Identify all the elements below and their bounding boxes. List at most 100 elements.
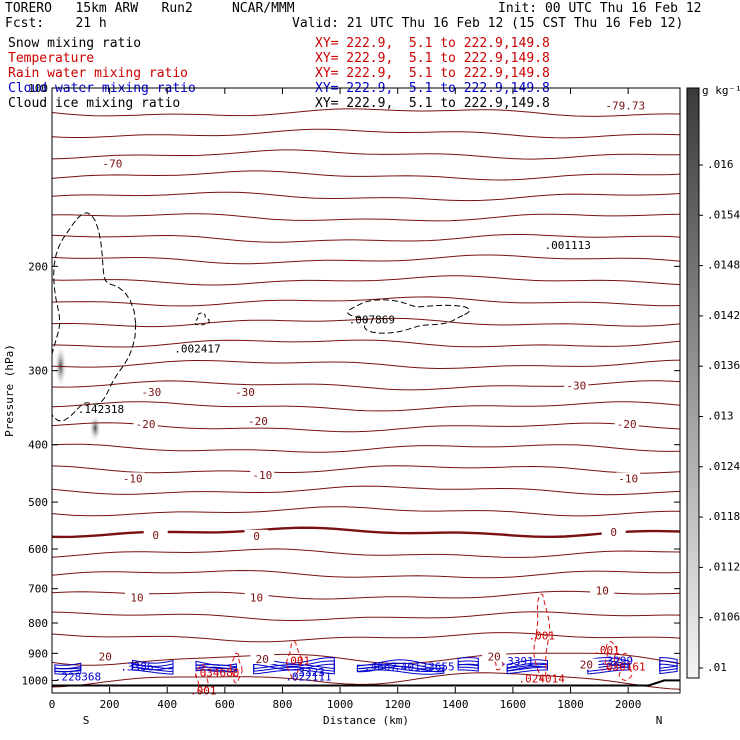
y-tick-label: 400 (28, 439, 48, 452)
cloud-water-contour (253, 657, 335, 675)
isotherm (52, 401, 680, 412)
cloud-water-contour (659, 657, 678, 674)
y-tick-label: 300 (28, 365, 48, 378)
max-value-label: .3655 (421, 661, 454, 674)
isotherm-label-bg (139, 386, 164, 398)
isotherm (52, 339, 680, 348)
x-tick-label: 1200 (384, 698, 411, 711)
y-tick-label: 600 (28, 543, 48, 556)
cloud-water-contour (457, 660, 479, 669)
cloud-ice-contour (194, 312, 210, 326)
isotherm-label: -20 (617, 418, 637, 431)
max-value-label: .3391 (501, 655, 534, 668)
isotherm (52, 611, 680, 622)
isotherm-label: -20 (136, 418, 156, 431)
isotherm-label-bg (590, 584, 615, 596)
colorbar-tick-label: .0124 (707, 460, 740, 473)
y-tick-label: 900 (28, 647, 48, 660)
x-tick-label: 600 (215, 698, 235, 711)
isotherm-label-bg (93, 650, 118, 662)
cloud-water-contour (356, 663, 445, 673)
rain-contour (618, 652, 633, 681)
cloud-water-contour (587, 663, 629, 670)
cloud-water-contour (132, 664, 174, 671)
max-value-label: .001 (528, 630, 555, 643)
isotherm-label: 20 (488, 651, 501, 664)
max-value-label: .4667 (364, 661, 397, 674)
max-value-label: .001113 (544, 239, 590, 252)
isotherm-label-bg (133, 417, 158, 429)
isotherm-label-bg (245, 415, 270, 427)
field-snow-label: Snow mixing ratio (8, 36, 142, 51)
isotherm-label: -30 (141, 386, 161, 399)
plot-frame (51, 87, 681, 694)
isotherm-label: -10 (123, 472, 143, 485)
x-tick-label: 200 (100, 698, 120, 711)
north-label: N (656, 714, 663, 727)
isotherm-label-bg (250, 652, 275, 664)
field-temperature-label: Temperature (8, 51, 95, 66)
isotherm-label: 0 (610, 526, 617, 539)
cloud-water-contour (659, 663, 678, 669)
isotherm-label: -79.73 (605, 99, 645, 112)
colorbar-tick-label: .0136 (707, 359, 740, 372)
isotherm (52, 254, 680, 265)
colorbar-unit: g kg⁻¹ (702, 84, 740, 97)
isotherm-label-bg (601, 526, 626, 538)
cloud-water-contour (587, 657, 629, 675)
max-value-label: .024014 (519, 672, 566, 685)
rain-contours (195, 593, 633, 693)
isotherm-label-bg (244, 529, 269, 541)
isotherm-label: 20 (99, 651, 112, 664)
isotherm (52, 506, 680, 517)
colorbar-tick-label: .0142 (707, 309, 740, 322)
rain-contour (195, 663, 209, 693)
isotherm-label: -70 (103, 157, 123, 170)
x-tick-label: 2000 (615, 698, 642, 711)
isotherm-label-bg (564, 379, 589, 391)
cloud-water-contour (659, 660, 678, 672)
isotherm-label-bg (233, 386, 258, 398)
isotherm-label: -20 (248, 415, 268, 428)
colorbar-tick-label: .01 (707, 661, 727, 674)
cloud-water-contour (457, 657, 479, 672)
isotherm (52, 128, 680, 139)
field-rain-label: Rain water mixing ratio (8, 66, 189, 81)
y-tick-label: 700 (28, 583, 48, 596)
cloud-water-contour (506, 664, 548, 672)
init-time: Init: 00 UTC Thu 16 Feb 12 (498, 1, 702, 16)
cloud-ice-contour (347, 299, 471, 334)
x-tick-label: 1600 (500, 698, 527, 711)
cloud-water-contour (253, 663, 335, 671)
isotherm-label: -10 (252, 469, 272, 482)
isotherm-label: -30 (566, 380, 586, 393)
colorbar: g kg⁻¹ .016 .0154 .0148 .0142 .0136 .013 .0124.… (686, 84, 740, 679)
cloud-water-contours (54, 657, 678, 675)
isotherm-label-bg (613, 99, 638, 111)
isotherm (52, 443, 680, 453)
isotherm-label: -10 (618, 472, 638, 485)
colorbar-tick-label: .0106 (707, 611, 740, 624)
rain-contour (286, 641, 302, 681)
isotherm-label: 0 (152, 529, 159, 542)
field-snow-xy: XY= 222.9, 5.1 to 222.9,149.8 (315, 36, 550, 51)
forecast-hour: Fcst: 21 h (5, 16, 107, 31)
isotherm (52, 234, 680, 243)
valid-time: Valid: 21 UTC Thu 16 Feb 12 (15 CST Thu … (292, 16, 684, 31)
cloud-water-contour (54, 662, 82, 675)
isotherm-label-bg (616, 472, 641, 484)
max-value-label: .034680 (193, 667, 239, 680)
rain-contour (533, 593, 551, 680)
y-tick-label: 800 (28, 617, 48, 630)
isotherm-label-bg (574, 658, 599, 670)
isotherm (52, 465, 680, 474)
isotherm-label: 10 (596, 585, 609, 598)
max-value-label: .001 (593, 644, 620, 657)
snow-shading (54, 344, 102, 443)
isotherm-label-bg (124, 591, 149, 603)
field-rain-xy: XY= 222.9, 5.1 to 222.9,149.8 (315, 66, 550, 81)
y-tick-label: 200 (28, 260, 48, 273)
colorbar-tick-label: .0148 (707, 259, 740, 272)
cloud-water-contour (132, 659, 174, 675)
isotherm-label-bg (100, 157, 125, 169)
